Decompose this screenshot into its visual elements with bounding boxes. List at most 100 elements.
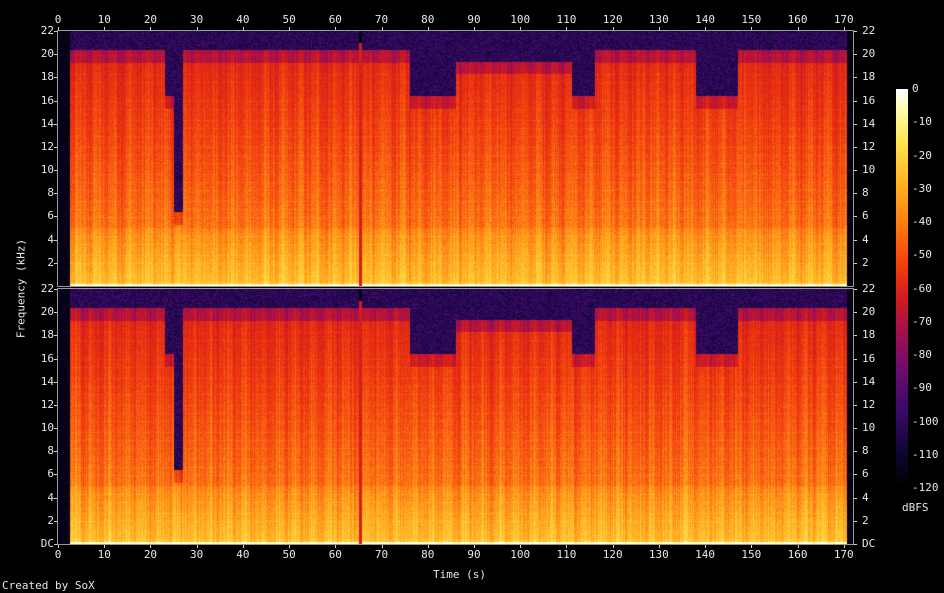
x-tick-bottom-mark — [104, 544, 106, 548]
y-tick-right-mark — [853, 123, 857, 125]
y-tick-right-label: 4 — [862, 232, 869, 246]
x-tick-top-mark — [843, 27, 845, 31]
y-tick-left-mark — [54, 474, 58, 476]
y-tick-left-mark — [54, 428, 58, 430]
y-tick-left-mark — [54, 497, 58, 499]
y-tick-right-label: DC — [862, 537, 876, 550]
colorbar-tick-label: -70 — [912, 314, 932, 328]
x-tick-bottom-label: 130 — [648, 548, 669, 561]
y-tick-right-mark — [853, 544, 857, 545]
y-tick-left-mark — [54, 358, 58, 360]
x-tick-bottom-mark — [751, 544, 753, 548]
x-tick-bottom-label: 90 — [467, 548, 481, 561]
y-tick-right-mark — [853, 146, 857, 148]
y-tick-left-mark — [54, 404, 58, 406]
x-tick-bottom-mark — [335, 544, 337, 548]
x-tick-top-label: 50 — [282, 13, 296, 26]
colorbar-tick-label: -20 — [912, 148, 932, 162]
y-tick-left-label: 4 — [47, 232, 54, 246]
x-tick-top-mark — [150, 27, 152, 31]
colorbar — [896, 89, 908, 488]
y-tick-right-label: 6 — [862, 209, 869, 223]
colorbar-tick-label: -10 — [912, 115, 932, 129]
x-tick-bottom-mark — [473, 544, 475, 548]
x-tick-top-label: 160 — [787, 13, 808, 26]
y-tick-left-label: 10 — [40, 163, 54, 177]
x-tick-top-mark — [335, 27, 337, 31]
y-tick-right-label: 18 — [862, 328, 876, 342]
colorbar-label: dBFS — [902, 501, 929, 514]
y-tick-right-mark — [853, 451, 857, 453]
x-tick-top-label: 140 — [695, 13, 716, 26]
y-tick-right-mark — [853, 193, 857, 195]
x-tick-top-mark — [196, 27, 198, 31]
x-tick-top-label: 170 — [833, 13, 854, 26]
x-tick-top-mark — [566, 27, 568, 31]
x-tick-top-mark — [520, 27, 522, 31]
x-tick-top-mark — [751, 27, 753, 31]
y-tick-left-label: 20 — [40, 47, 54, 61]
x-tick-top-label: 110 — [556, 13, 577, 26]
x-tick-bottom-label: 60 — [328, 548, 342, 561]
y-tick-left-mark — [54, 335, 58, 337]
y-tick-left-mark — [54, 193, 58, 195]
x-tick-bottom-mark — [196, 544, 198, 548]
y-tick-left-mark — [54, 100, 58, 102]
x-tick-bottom-label: 150 — [741, 548, 762, 561]
x-tick-bottom-label: 70 — [374, 548, 389, 561]
y-tick-left-label: 20 — [40, 305, 54, 319]
x-tick-bottom-mark — [150, 544, 152, 548]
y-tick-left-mark — [54, 146, 58, 148]
x-tick-bottom-label: 160 — [787, 548, 808, 561]
x-tick-bottom-label: 140 — [695, 548, 716, 561]
x-tick-top-mark — [58, 27, 59, 31]
x-tick-bottom-mark — [242, 544, 244, 548]
y-tick-right-mark — [853, 474, 857, 476]
colorbar-tick-label: -110 — [912, 447, 939, 461]
x-tick-bottom-label: 120 — [602, 548, 623, 561]
y-tick-right-mark — [853, 358, 857, 360]
y-tick-left-label: 22 — [40, 24, 54, 37]
y-tick-right-mark — [853, 335, 857, 337]
x-tick-top-mark — [242, 27, 244, 31]
y-tick-left-label: 6 — [47, 209, 54, 223]
x-tick-top-label: 70 — [374, 13, 389, 26]
x-tick-bottom-mark — [58, 544, 59, 548]
x-tick-bottom-mark — [797, 544, 799, 548]
y-tick-left-label: 2 — [47, 255, 54, 269]
y-tick-right-label: 20 — [862, 305, 876, 319]
colorbar-tick-label: -90 — [912, 381, 932, 395]
x-tick-top-mark — [612, 27, 614, 31]
y-tick-left-label: 12 — [40, 139, 54, 153]
y-tick-right-mark — [853, 312, 857, 314]
y-tick-right-label: 16 — [862, 93, 876, 107]
x-tick-bottom-mark — [289, 544, 291, 548]
x-tick-bottom-mark — [427, 544, 429, 548]
x-tick-top-label: 120 — [602, 13, 623, 26]
y-tick-right-mark — [853, 100, 857, 102]
y-tick-right-label: 12 — [862, 397, 876, 411]
x-tick-bottom-mark — [566, 544, 568, 548]
y-tick-left-mark — [54, 289, 58, 290]
colorbar-tick-label: -100 — [912, 414, 939, 428]
y-tick-left-label: 16 — [40, 93, 54, 107]
y-tick-right-label: 22 — [862, 282, 876, 295]
y-tick-right-mark — [853, 216, 857, 218]
y-tick-left-mark — [54, 216, 58, 218]
x-tick-top-label: 20 — [143, 13, 158, 26]
x-tick-bottom-label: 80 — [421, 548, 435, 561]
x-tick-bottom-label: 0 — [54, 548, 62, 561]
y-tick-left-mark — [54, 54, 58, 56]
x-tick-top-mark — [289, 27, 291, 31]
y-tick-left-mark — [54, 544, 58, 545]
x-tick-top-label: 150 — [741, 13, 762, 26]
y-tick-left-label: 2 — [47, 513, 54, 527]
x-tick-top-mark — [427, 27, 429, 31]
colorbar-tick-label: -50 — [912, 248, 932, 262]
sox-credit: Created by SoX — [2, 579, 95, 592]
y-tick-left-mark — [54, 31, 58, 32]
colorbar-tick-label: -120 — [912, 481, 939, 494]
x-tick-bottom-mark — [381, 544, 383, 548]
y-tick-right-label: 2 — [862, 255, 869, 269]
